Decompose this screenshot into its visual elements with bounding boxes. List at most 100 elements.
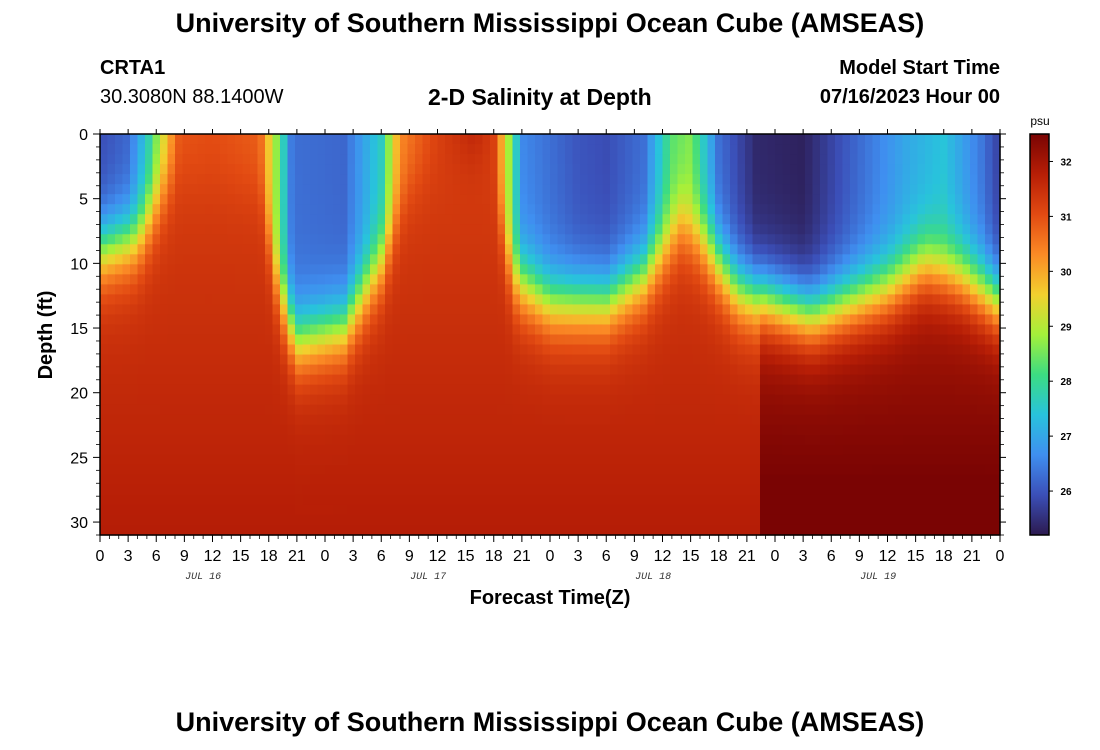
heatmap-cell	[760, 174, 769, 185]
heatmap-cell	[490, 314, 499, 326]
heatmap-cell	[190, 314, 199, 326]
heatmap-cell	[520, 514, 529, 526]
heatmap-cell	[310, 334, 319, 346]
heatmap-cell	[182, 294, 191, 306]
heatmap-cell	[790, 134, 799, 145]
heatmap-cell	[197, 244, 206, 255]
heatmap-cell	[287, 314, 296, 326]
heatmap-cell	[820, 164, 829, 175]
heatmap-cell	[197, 264, 206, 275]
heatmap-cell	[415, 434, 424, 446]
heatmap-cell	[332, 264, 341, 275]
heatmap-cell	[707, 504, 716, 516]
heatmap-cell	[130, 224, 139, 235]
heatmap-cell	[902, 214, 911, 225]
heatmap-cell	[512, 294, 521, 306]
heatmap-cell	[377, 144, 386, 155]
heatmap-cell	[970, 354, 979, 366]
heatmap-cell	[617, 134, 626, 145]
heatmap-cell	[895, 154, 904, 165]
heatmap-cell	[152, 294, 161, 306]
heatmap-cell	[767, 514, 776, 526]
heatmap-cell	[812, 244, 821, 255]
heatmap-cell	[362, 524, 371, 536]
heatmap-cell	[745, 164, 754, 175]
heatmap-cell	[640, 464, 649, 476]
heatmap-cell	[580, 504, 589, 516]
heatmap-cell	[947, 144, 956, 155]
heatmap-cell	[962, 264, 971, 275]
heatmap-cell	[325, 164, 334, 175]
heatmap-cell	[715, 494, 724, 506]
heatmap-cell	[302, 474, 311, 486]
heatmap-cell	[655, 344, 664, 356]
heatmap-cell	[542, 334, 551, 346]
heatmap-cell	[692, 414, 701, 426]
heatmap-cell	[640, 284, 649, 296]
heatmap-cell	[100, 494, 109, 506]
heatmap-cell	[347, 144, 356, 155]
heatmap-cell	[572, 264, 581, 275]
heatmap-cell	[205, 494, 214, 506]
heatmap-cell	[602, 464, 611, 476]
heatmap-cell	[670, 304, 679, 316]
heatmap-cell	[340, 134, 349, 145]
heatmap-cell	[250, 294, 259, 306]
heatmap-cell	[962, 474, 971, 486]
heatmap-cell	[122, 184, 131, 195]
heatmap-cell	[280, 434, 289, 446]
heatmap-cell	[715, 194, 724, 205]
heatmap-cell	[482, 494, 491, 506]
heatmap-cell	[370, 264, 379, 275]
heatmap-cell	[362, 504, 371, 516]
heatmap-cell	[152, 474, 161, 486]
heatmap-cell	[640, 384, 649, 396]
heatmap-cell	[452, 144, 461, 155]
heatmap-cell	[512, 514, 521, 526]
heatmap-cell	[700, 274, 709, 285]
heatmap-cell	[715, 314, 724, 326]
heatmap-cell	[610, 154, 619, 165]
heatmap-cell	[730, 504, 739, 516]
heatmap-cell	[842, 134, 851, 145]
heatmap-cell	[317, 464, 326, 476]
heatmap-cell	[355, 274, 364, 285]
heatmap-cell	[842, 374, 851, 386]
heatmap-cell	[130, 414, 139, 426]
heatmap-cell	[872, 154, 881, 165]
heatmap-cell	[107, 364, 116, 376]
heatmap-cell	[767, 174, 776, 185]
heatmap-cell	[685, 134, 694, 145]
heatmap-cell	[535, 234, 544, 245]
heatmap-cell	[805, 524, 814, 536]
heatmap-cell	[692, 274, 701, 285]
heatmap-cell	[797, 304, 806, 316]
heatmap-cell	[197, 484, 206, 496]
heatmap-cell	[257, 204, 266, 215]
heatmap-cell	[857, 384, 866, 396]
heatmap-cell	[940, 284, 949, 296]
heatmap-cell	[490, 364, 499, 376]
heatmap-cell	[707, 254, 716, 265]
heatmap-cell	[775, 474, 784, 486]
heatmap-cell	[107, 314, 116, 326]
heatmap-cell	[467, 284, 476, 296]
heatmap-cell	[512, 484, 521, 496]
heatmap-cell	[692, 484, 701, 496]
heatmap-cell	[640, 154, 649, 165]
heatmap-cell	[212, 444, 221, 456]
heatmap-cell	[242, 294, 251, 306]
heatmap-cell	[932, 394, 941, 406]
heatmap-cell	[940, 214, 949, 225]
heatmap-cell	[220, 144, 229, 155]
heatmap-cell	[347, 454, 356, 466]
heatmap-cell	[100, 374, 109, 386]
heatmap-cell	[707, 464, 716, 476]
heatmap-cell	[662, 394, 671, 406]
heatmap-cell	[452, 244, 461, 255]
heatmap-cell	[640, 194, 649, 205]
heatmap-cell	[805, 414, 814, 426]
heatmap-cell	[107, 294, 116, 306]
heatmap-cell	[130, 484, 139, 496]
heatmap-cell	[145, 254, 154, 265]
